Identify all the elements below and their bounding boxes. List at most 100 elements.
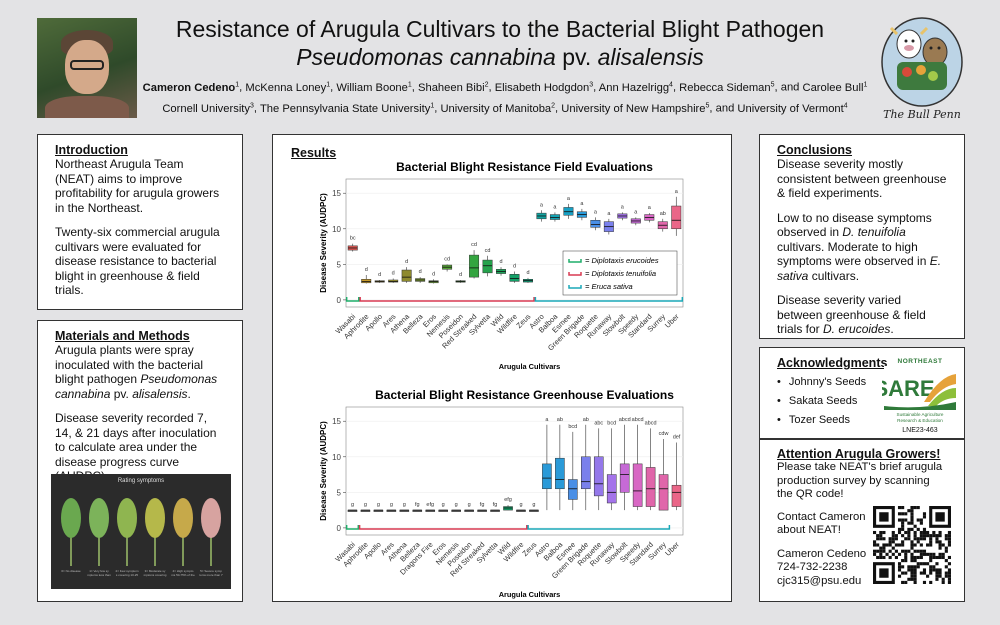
qr-module (922, 527, 927, 531)
attention-heading: Attention Arugula Growers! (777, 447, 941, 461)
qr-module (944, 571, 948, 575)
qr-module (935, 540, 939, 544)
qr-finder-core (879, 512, 889, 522)
leaf-sample (89, 498, 109, 538)
qr-module (910, 571, 914, 575)
qr-module (935, 574, 939, 578)
qr-module (916, 565, 920, 569)
qr-module (922, 537, 927, 541)
significance-letter: d (365, 267, 368, 273)
qr-module (897, 543, 902, 547)
qr-module (904, 518, 908, 522)
significance-letter: abcd (632, 417, 644, 423)
significance-letter: d (378, 272, 381, 278)
qr-module (913, 534, 917, 538)
significance-letter: efg (426, 502, 434, 508)
affiliation-list: Cornell University3, The Pennsylvania St… (162, 102, 848, 115)
title-line-2: Pseudomonas cannabina pv. alisalensis (296, 44, 704, 70)
qr-module (910, 509, 914, 513)
significance-letter: d (459, 272, 462, 278)
qr-module (885, 552, 889, 556)
significance-letter: bcd (568, 424, 577, 430)
qr-module (916, 549, 920, 553)
qr-module (947, 577, 951, 581)
qr-module (926, 543, 930, 547)
intro-paragraph-2: Twenty-six commercial arugula cultivars … (55, 225, 220, 297)
qr-module (901, 571, 905, 575)
qr-module (901, 559, 905, 563)
significance-letter: a (675, 189, 679, 195)
qr-module (907, 577, 911, 581)
qr-module (929, 555, 933, 560)
box-standard (645, 467, 656, 507)
contact-name: Cameron Cedeno (777, 547, 867, 560)
qr-module (897, 574, 902, 578)
contact-email[interactable]: cjc315@psu.edu (777, 574, 862, 587)
qr-module (916, 562, 920, 566)
y-axis-label: Disease Severity (AUDPC) (319, 193, 328, 293)
significance-letter: a (648, 205, 652, 211)
qr-module (944, 574, 948, 578)
qr-module (907, 509, 911, 513)
bull-penn-logo: The Bull Penn (881, 17, 963, 121)
qr-module (922, 530, 927, 535)
qr-module (904, 552, 908, 556)
significance-letter: fg (480, 502, 485, 508)
qr-module (929, 565, 933, 569)
qr-module (882, 549, 886, 553)
y-tick-label: 10 (332, 453, 341, 462)
significance-letter: a (540, 202, 544, 208)
significance-letter: d (513, 263, 516, 269)
significance-letter: def (673, 435, 681, 441)
qr-module (929, 571, 933, 575)
qr-module (876, 549, 880, 553)
box-esmee (568, 479, 578, 500)
qr-module (894, 534, 898, 538)
qr-module (929, 534, 933, 538)
qr-module (922, 571, 927, 575)
significance-letter: ab (660, 211, 666, 217)
qr-module (938, 540, 942, 544)
qr-module (929, 540, 933, 544)
sare-logo: NORTHEAST SARE Sustainable Agriculture R… (882, 358, 956, 434)
survey-text: Please take NEAT's brief arugula product… (777, 461, 943, 500)
qr-module (882, 537, 886, 541)
methods-paragraph-1: Arugula plants were spray inoculated wit… (55, 343, 218, 401)
box-roquette (593, 456, 604, 497)
qr-module (947, 534, 951, 538)
conclusion-2: Low to no disease symptoms observed in D… (777, 210, 942, 283)
plot-area (345, 406, 684, 536)
qr-module (919, 571, 923, 575)
significance-letter: g (519, 502, 522, 508)
qr-module (901, 527, 905, 531)
box-slowbolt (619, 463, 630, 493)
survey-qr-code[interactable] (873, 506, 951, 584)
qr-module (894, 549, 898, 553)
qr-module (919, 552, 923, 556)
conclusions-panel: Conclusions Disease severity mostly cons… (759, 134, 965, 339)
y-tick-label: 5 (337, 260, 342, 269)
qr-module (901, 512, 905, 516)
qr-module (941, 577, 945, 581)
author-name: Shaheen Bibi2 (418, 81, 489, 94)
qr-module (879, 552, 883, 556)
significance-letter: abcd (619, 417, 631, 423)
qr-module (938, 534, 942, 538)
qr-module (935, 571, 939, 575)
legend-swatch (568, 272, 582, 276)
leaf-sample (201, 498, 221, 538)
qr-module (910, 574, 914, 578)
qr-module (882, 546, 886, 550)
title-line-1: Resistance of Arugula Cultivars to the B… (175, 16, 825, 42)
conclusions-heading: Conclusions (777, 143, 853, 157)
svg-text:The Bull Penn: The Bull Penn (883, 108, 961, 121)
x-axis-label: Arugula Cultivars (499, 590, 561, 599)
qr-module (935, 577, 939, 581)
qr-module (876, 534, 880, 538)
acknowledgments-panel: Acknowledgments Johnny's Seeds Sakata See… (759, 347, 965, 439)
qr-module (947, 537, 951, 541)
qr-module (922, 580, 927, 584)
qr-module (929, 559, 933, 563)
author-name: Rebecca Sideman5 (679, 81, 775, 94)
box-roquette (590, 219, 601, 228)
